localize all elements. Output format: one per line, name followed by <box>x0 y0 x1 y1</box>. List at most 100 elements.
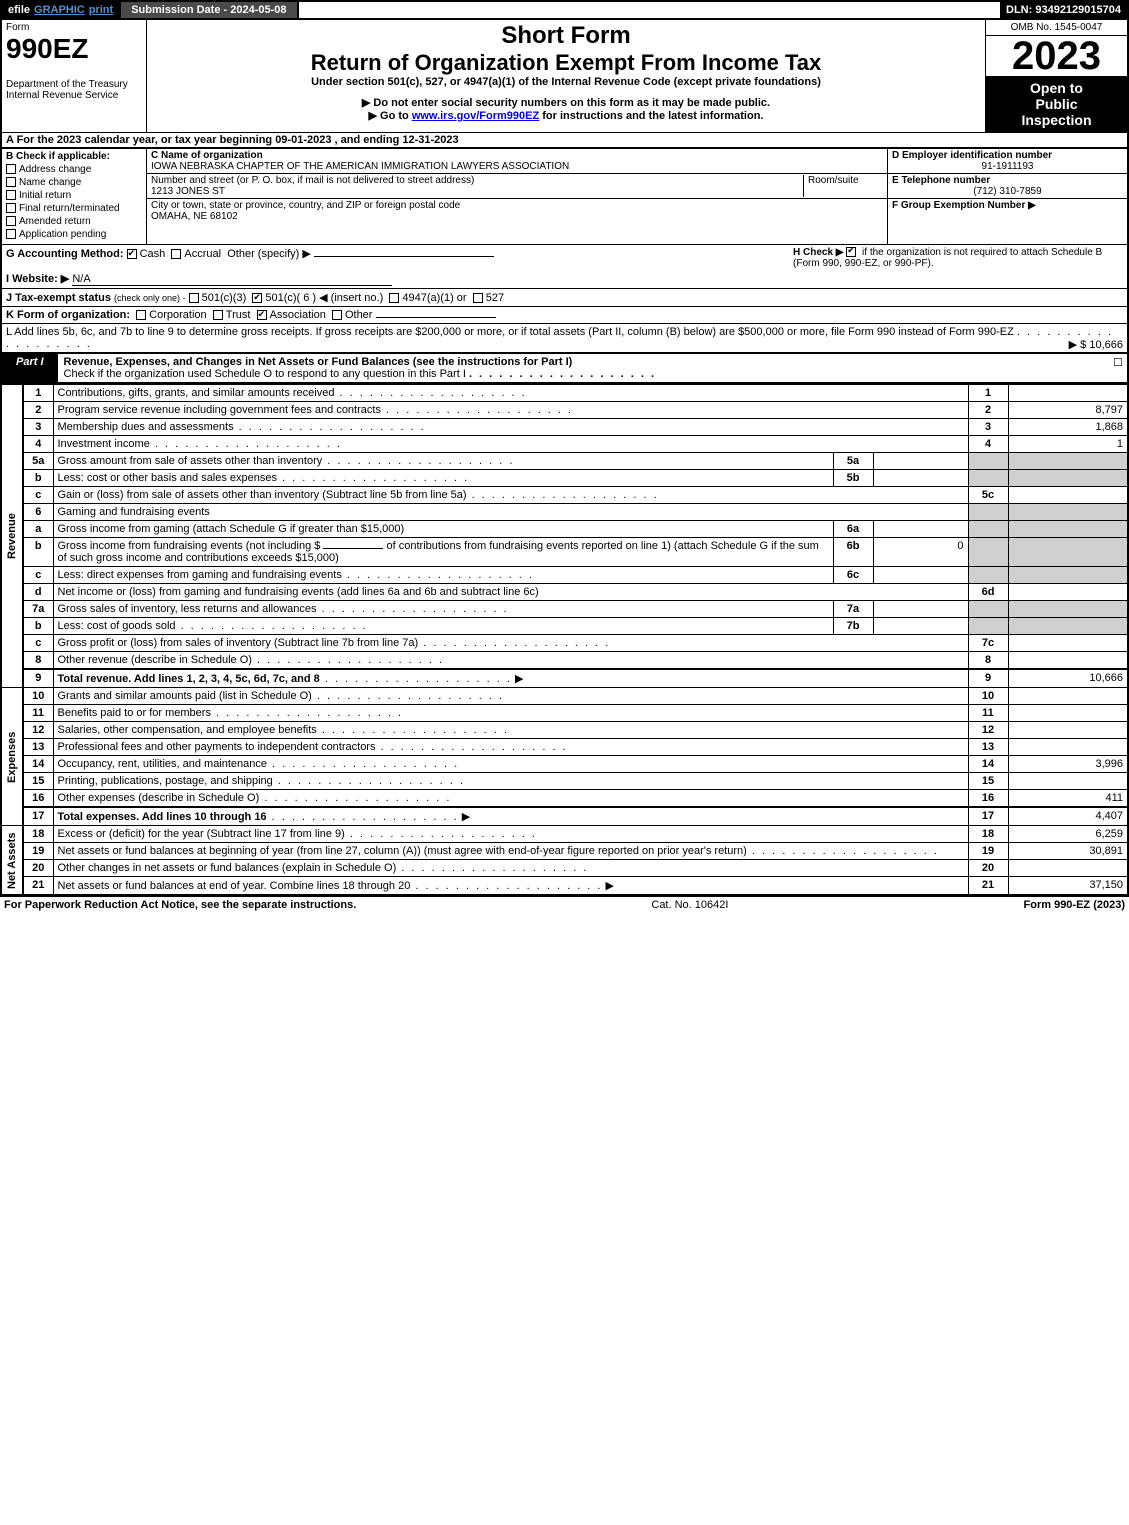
graphic-link[interactable]: GRAPHIC <box>34 4 85 16</box>
org-name-label: C Name of organization <box>151 150 263 161</box>
dots-icon <box>267 758 459 770</box>
cb-initial-return[interactable]: Initial return <box>6 190 142 201</box>
shaded-cell <box>1008 538 1128 567</box>
line-2: 2 Program service revenue including gove… <box>1 402 1128 419</box>
footer-left: For Paperwork Reduction Act Notice, see … <box>4 899 356 911</box>
cb-corp[interactable] <box>136 310 146 320</box>
l4-desc: Investment income <box>58 438 150 450</box>
submission-date: Submission Date - 2024-05-08 <box>119 2 298 18</box>
section-bcdef: B Check if applicable: Address change Na… <box>0 149 1129 245</box>
cb-4947[interactable] <box>389 293 399 303</box>
cb-h[interactable] <box>846 247 856 257</box>
line-5c: c Gain or (loss) from sale of assets oth… <box>1 487 1128 504</box>
k-other-input[interactable] <box>376 317 496 318</box>
shaded-cell <box>1008 601 1128 618</box>
l6d-desc: Net income or (loss) from gaming and fun… <box>58 586 539 598</box>
cb-cash[interactable] <box>127 249 137 259</box>
footer-cat-no: Cat. No. 10642I <box>356 899 1023 911</box>
l14-desc: Occupancy, rent, utilities, and maintena… <box>58 758 268 770</box>
l5c-num: c <box>23 487 53 504</box>
cb-527[interactable] <box>473 293 483 303</box>
l2-rn: 2 <box>968 402 1008 419</box>
checkbox-icon <box>6 164 16 174</box>
header-left: Form 990EZ Department of the Treasury In… <box>2 20 147 132</box>
l-text: L Add lines 5b, 6c, and 7b to line 9 to … <box>6 326 1014 338</box>
l7c-desc: Gross profit or (loss) from sales of inv… <box>58 637 419 649</box>
street-value: 1213 JONES ST <box>151 186 225 197</box>
dots-icon <box>150 438 342 450</box>
line-8: 8 Other revenue (describe in Schedule O)… <box>1 652 1128 670</box>
room-label: Room/suite <box>808 175 859 186</box>
col-def: D Employer identification number 91-1911… <box>887 149 1127 244</box>
l19-desc: Net assets or fund balances at beginning… <box>58 845 747 857</box>
cb-amended-return[interactable]: Amended return <box>6 216 142 227</box>
line-15: 15 Printing, publications, postage, and … <box>1 773 1128 790</box>
accrual-label: Accrual <box>184 248 221 260</box>
l10-desc: Grants and similar amounts paid (list in… <box>58 690 312 702</box>
cb-amend-label: Amended return <box>19 216 91 227</box>
l14-val: 3,996 <box>1008 756 1128 773</box>
l6d-rn: 6d <box>968 584 1008 601</box>
dots-icon <box>375 741 567 753</box>
line-9: 9 Total revenue. Add lines 1, 2, 3, 4, 5… <box>1 669 1128 688</box>
print-link[interactable]: print <box>89 4 113 16</box>
l6a-sn: 6a <box>833 521 873 538</box>
dots-icon <box>410 880 602 892</box>
cb-name-change[interactable]: Name change <box>6 177 142 188</box>
cb-address-change[interactable]: Address change <box>6 164 142 175</box>
h-label: H Check ▶ <box>793 247 843 258</box>
shaded-cell <box>968 521 1008 538</box>
cb-501c3[interactable] <box>189 293 199 303</box>
cell-org-name: C Name of organization IOWA NEBRASKA CHA… <box>147 149 887 174</box>
shaded-cell <box>968 538 1008 567</box>
l6a-desc: Gross income from gaming (attach Schedul… <box>58 523 405 535</box>
vlabel-expenses: Expenses <box>1 688 23 826</box>
cb-application-pending[interactable]: Application pending <box>6 229 142 240</box>
cb-assoc[interactable] <box>257 310 267 320</box>
l13-desc: Professional fees and other payments to … <box>58 741 376 753</box>
top-bar: efile GRAPHIC print Submission Date - 20… <box>0 0 1129 20</box>
cb-501c[interactable] <box>252 293 262 303</box>
j-501c: 501(c)( 6 ) ◀ (insert no.) <box>265 292 383 304</box>
form-header: Form 990EZ Department of the Treasury In… <box>0 20 1129 132</box>
l10-val <box>1008 688 1128 705</box>
part-i-title-text: Revenue, Expenses, and Changes in Net As… <box>64 356 573 368</box>
checkbox-icon <box>6 190 16 200</box>
dots-icon <box>381 404 573 416</box>
cb-name-label: Name change <box>19 177 81 188</box>
l11-desc: Benefits paid to or for members <box>58 707 211 719</box>
l8-num: 8 <box>23 652 53 670</box>
irs-link[interactable]: www.irs.gov/Form990EZ <box>412 110 539 122</box>
cb-trust[interactable] <box>213 310 223 320</box>
dots-icon <box>273 775 465 787</box>
line-6: 6 Gaming and fundraising events <box>1 504 1128 521</box>
l5b-desc: Less: cost or other basis and sales expe… <box>58 472 278 484</box>
l6b-blank[interactable] <box>323 548 383 549</box>
cb-final-return[interactable]: Final return/terminated <box>6 203 142 214</box>
dots-icon <box>277 472 469 484</box>
other-specify-input[interactable] <box>314 256 494 257</box>
l5a-num: 5a <box>23 453 53 470</box>
j-527: 527 <box>486 292 504 304</box>
l17-val: 4,407 <box>1008 807 1128 826</box>
k-assoc: Association <box>270 309 326 321</box>
cb-other[interactable] <box>332 310 342 320</box>
l6b-desc1: Gross income from fundraising events (no… <box>58 540 321 552</box>
l13-num: 13 <box>23 739 53 756</box>
l3-val: 1,868 <box>1008 419 1128 436</box>
l7c-val <box>1008 635 1128 652</box>
l7a-num: 7a <box>23 601 53 618</box>
row-h: H Check ▶ if the organization is not req… <box>793 247 1123 286</box>
header-center: Short Form Return of Organization Exempt… <box>147 20 985 132</box>
l5b-num: b <box>23 470 53 487</box>
dots-icon <box>259 792 451 804</box>
note-goto-post: for instructions and the latest informat… <box>539 110 763 122</box>
l13-rn: 13 <box>968 739 1008 756</box>
cell-group-exempt: F Group Exemption Number ▶ <box>888 199 1127 212</box>
l20-rn: 20 <box>968 860 1008 877</box>
dots-icon <box>317 724 509 736</box>
part-i-checkbox[interactable]: ☐ <box>1109 354 1127 382</box>
l5c-val <box>1008 487 1128 504</box>
g-label: G Accounting Method: <box>6 248 124 260</box>
cb-accrual[interactable] <box>171 249 181 259</box>
